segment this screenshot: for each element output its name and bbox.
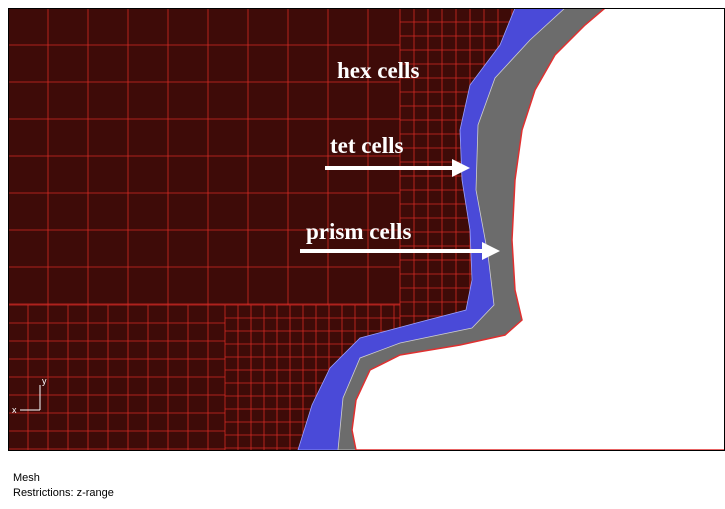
triad-label: y: [42, 376, 47, 386]
triad-label: x: [12, 405, 17, 415]
annotation: hex cells: [337, 58, 419, 83]
info-title: Mesh: [13, 472, 40, 484]
viewport: hex cells tet cells prism cells y x: [8, 8, 725, 450]
mesh-window: hex cells tet cells prism cells y x Mesh…: [0, 0, 725, 504]
annotation: prism cells: [306, 219, 411, 244]
annotation: tet cells: [330, 133, 403, 158]
info-restrictions: Restrictions: z-range: [13, 487, 114, 499]
